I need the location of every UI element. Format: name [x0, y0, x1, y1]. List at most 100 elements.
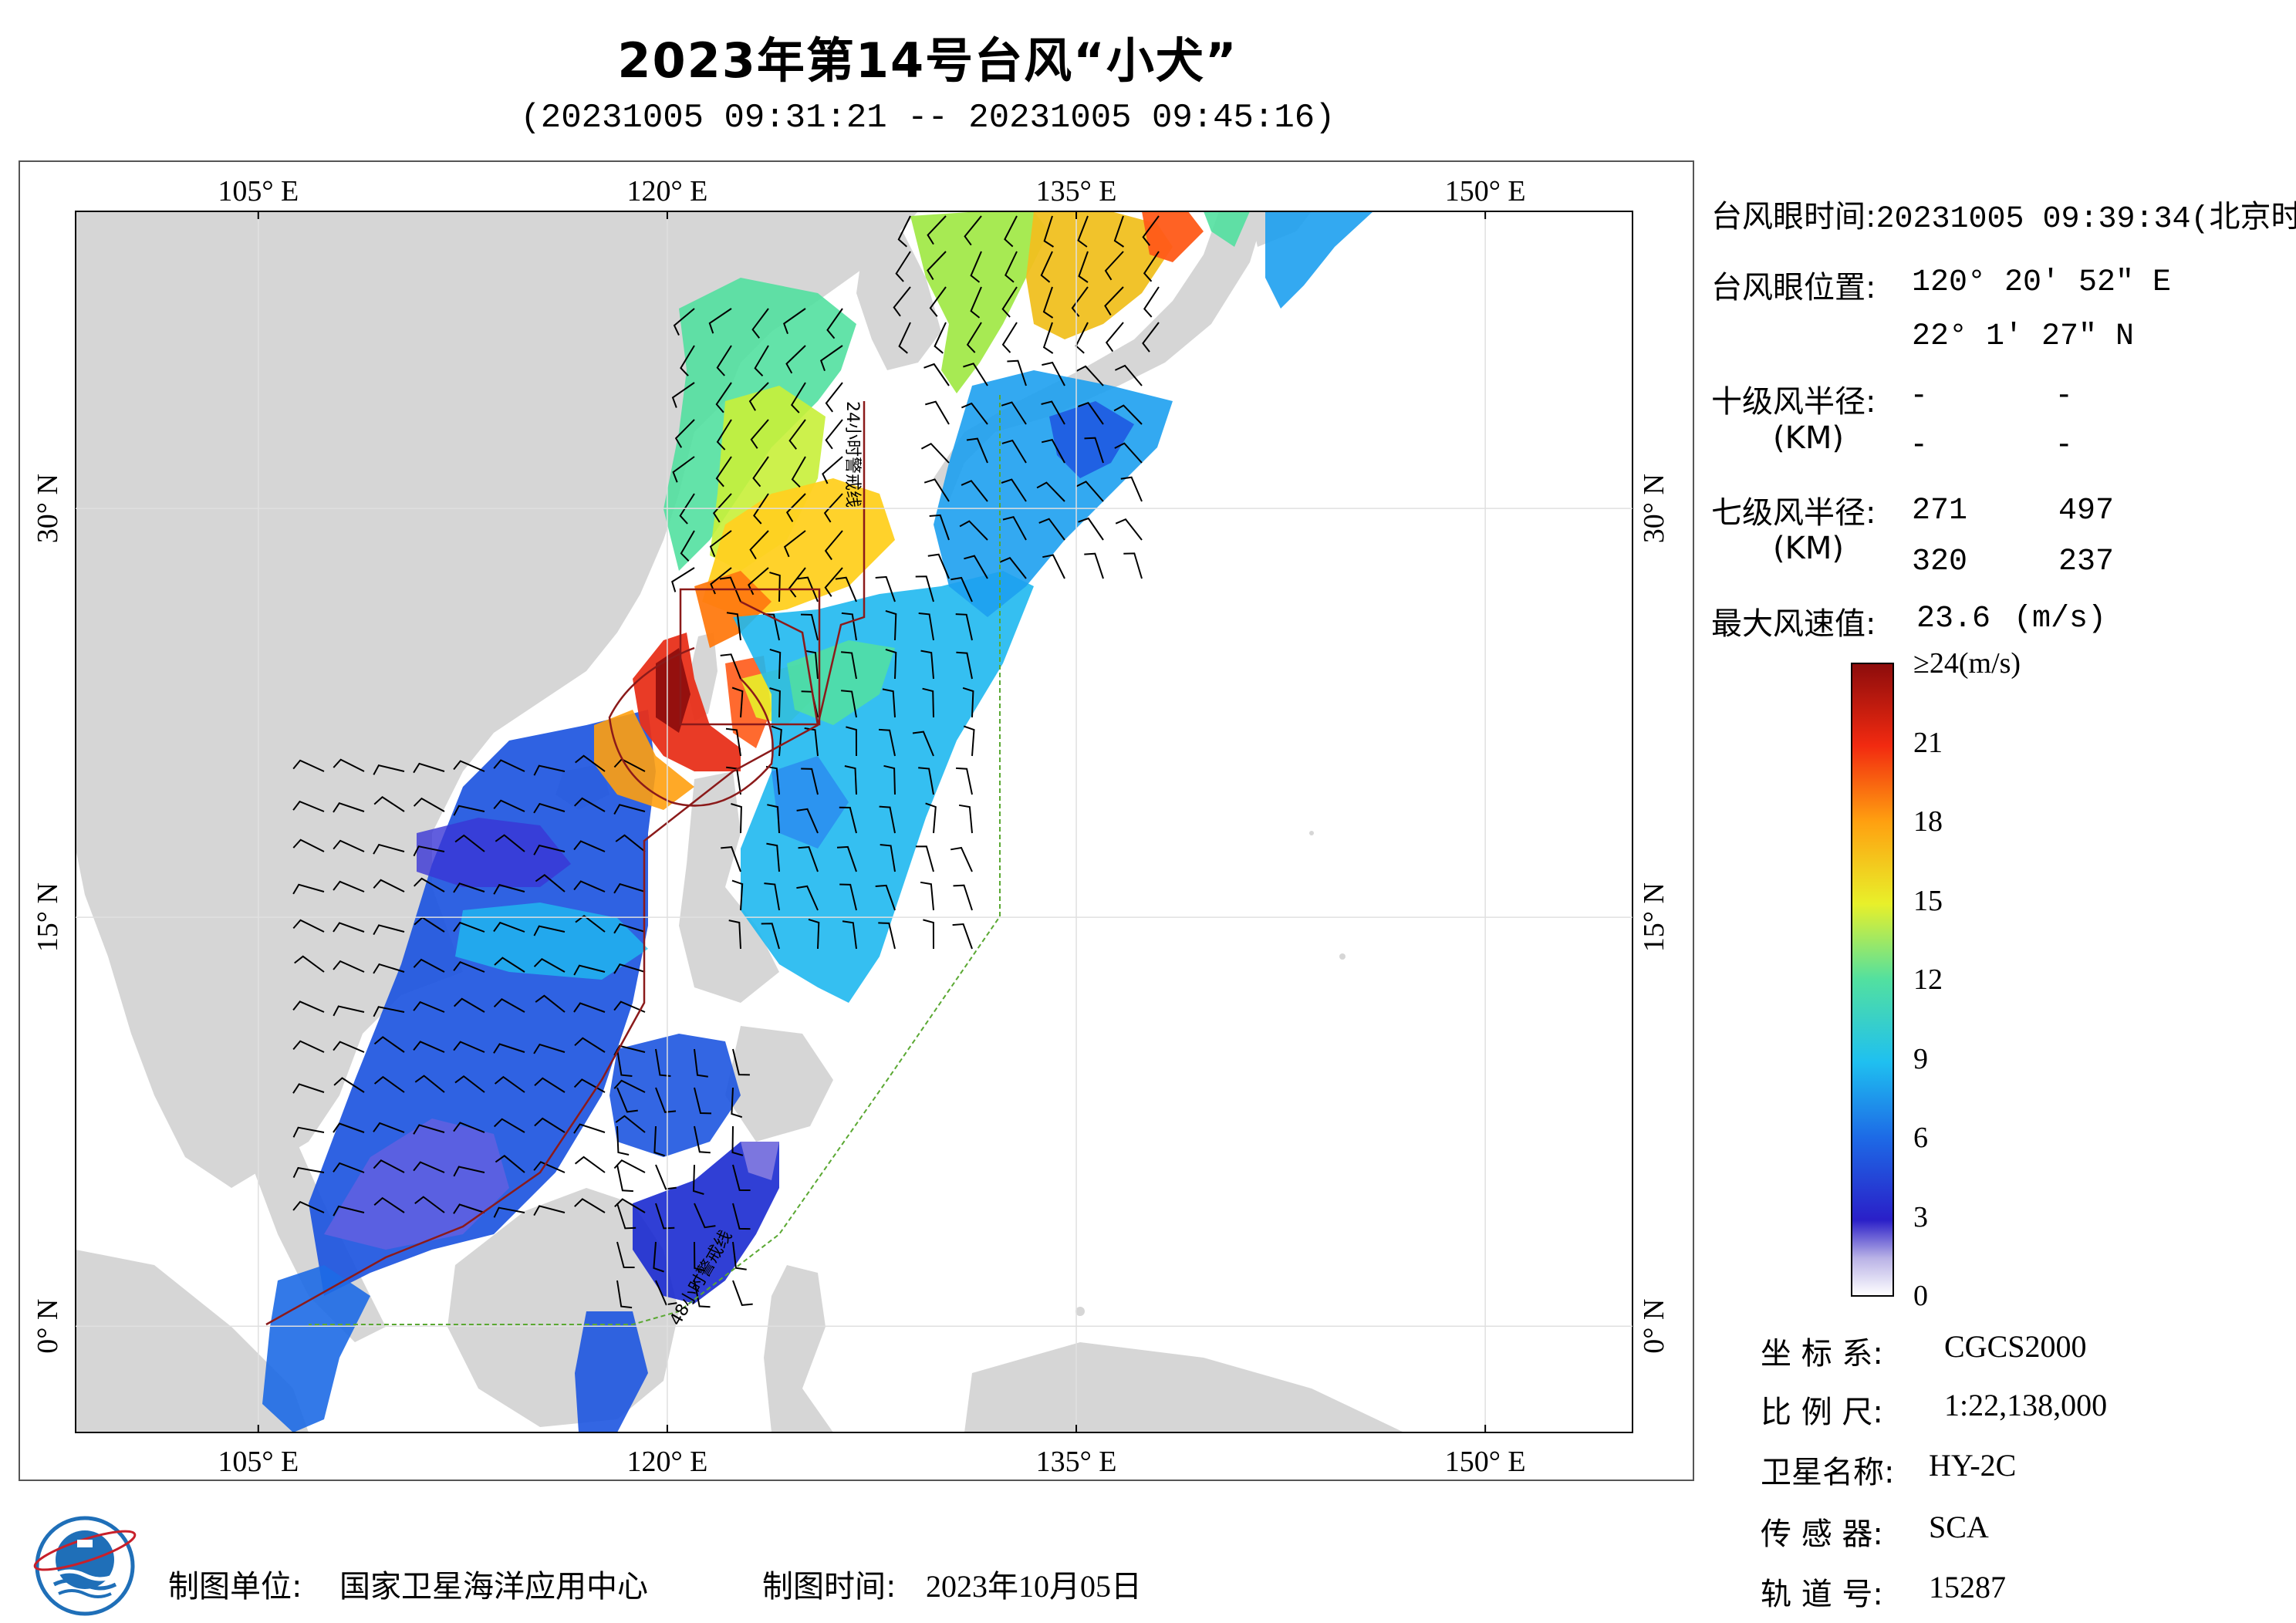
wind-barb — [970, 251, 982, 283]
wind-barb — [373, 1196, 405, 1213]
wind-barb — [915, 575, 934, 602]
wind-barb — [454, 834, 485, 852]
wind-barb — [923, 363, 950, 386]
colorbar-tick-label: 15 — [1913, 884, 1943, 917]
wind-barb — [959, 520, 988, 541]
wind-barb — [766, 842, 780, 872]
wind-barb — [1007, 359, 1027, 386]
wind-barb — [1113, 404, 1143, 425]
colorbar-tick-label: 6 — [1913, 1122, 1928, 1154]
wind-barb — [950, 846, 973, 872]
satellite-value-text: HY-2C — [1929, 1448, 2017, 1483]
lat-tick-label-right: 15° N — [1638, 882, 1670, 952]
wind-barb — [493, 1043, 525, 1054]
r7-v3: 320 — [1912, 545, 1968, 579]
wind-barb — [1001, 478, 1027, 502]
production-date-label: 制图时间: — [762, 1569, 896, 1604]
wind-barb — [493, 883, 525, 895]
wind-barb — [880, 844, 896, 872]
satellite-label: 卫星名称: — [1761, 1455, 1895, 1490]
wind-barb — [292, 919, 325, 933]
wind-barb — [710, 567, 732, 595]
wind-barb — [748, 382, 769, 411]
wind-barb — [615, 1115, 646, 1133]
wind-barb — [1004, 215, 1018, 248]
wind-barb — [671, 567, 695, 592]
producer-value: 国家卫星海洋应用中心 — [339, 1569, 648, 1604]
wind-barb — [846, 726, 857, 757]
wind-barb — [785, 493, 806, 522]
wind-barb — [796, 885, 819, 911]
wind-barb — [414, 1075, 445, 1093]
wind-barb — [708, 308, 732, 334]
wind-barb — [952, 923, 973, 950]
wind-barb — [534, 1077, 566, 1093]
max-wind-unit: (m/s) — [2014, 599, 2106, 636]
wind-barb — [966, 322, 982, 353]
wind-barb — [292, 1040, 325, 1053]
wind-barb — [823, 493, 843, 523]
wind-barb — [782, 308, 806, 335]
wind-barb — [616, 1241, 635, 1268]
wind-barb — [963, 363, 988, 386]
wind-barb — [574, 1037, 606, 1053]
wind-barb — [292, 759, 325, 772]
wind-barb — [694, 1280, 711, 1308]
wind-barb — [575, 914, 606, 933]
lon-tick-label-bottom: 105° E — [218, 1446, 299, 1478]
wind-barb — [655, 1164, 677, 1190]
wind-barb — [955, 613, 973, 641]
wind-barb — [897, 215, 911, 248]
wind-barb — [680, 345, 695, 376]
wind-barb — [767, 804, 780, 834]
lat-tick-label-left: 15° N — [32, 882, 64, 952]
wind-barb — [692, 1164, 704, 1195]
wind-barb — [533, 1161, 566, 1173]
wind-barb — [925, 400, 950, 425]
wind-barb — [292, 1000, 325, 1013]
wind-barb — [879, 805, 896, 834]
wind-barb — [879, 728, 896, 757]
wind-barb — [788, 419, 806, 450]
wind-barb — [454, 1075, 485, 1093]
colorbar-tick-label: 21 — [1913, 726, 1943, 759]
wind-barb — [573, 797, 606, 812]
wind-barb — [453, 1203, 485, 1214]
wind-barb — [824, 530, 843, 561]
wind-barb — [764, 882, 780, 911]
eye-lat: 22° 1′ 27″ N — [1912, 316, 2134, 354]
max-wind-unit-text: (m/s) — [2014, 602, 2107, 636]
wind-barb — [964, 555, 988, 579]
wind-barb — [769, 687, 781, 718]
wind-barb — [771, 725, 782, 757]
wind-barb — [535, 994, 566, 1013]
sensor-value: SCA — [1929, 1509, 1989, 1545]
wind-barb — [333, 1005, 365, 1017]
wind-barb — [333, 1162, 365, 1173]
wind-barb — [694, 1048, 708, 1078]
wind-barb — [413, 762, 445, 774]
wind-barb — [613, 963, 646, 974]
plot-border — [75, 211, 1633, 1433]
wind-barb — [1041, 438, 1065, 464]
lon-tick-label-top: 120° E — [626, 175, 707, 208]
wind-barb — [748, 567, 769, 596]
wind-barb — [1001, 439, 1027, 464]
orbit-label: 轨 道 号: — [1761, 1577, 1883, 1612]
wind-barb — [414, 1196, 445, 1213]
lon-tick-label-top: 105° E — [218, 175, 299, 208]
wind-barb — [453, 1122, 485, 1133]
wind-barb — [1075, 481, 1104, 502]
wind-barb — [709, 530, 732, 557]
wind-barb — [373, 924, 405, 936]
wind-barb — [493, 799, 525, 812]
wind-barb — [836, 845, 857, 872]
eye-time-value: 20231005 09:39:34(北京时) — [1876, 202, 2296, 237]
time-range: (20231005 09:31:21 -- 20231005 09:45:16) — [520, 99, 1335, 137]
wind-barb — [791, 456, 806, 488]
wind-barb — [655, 1280, 677, 1306]
wind-barb — [1077, 215, 1089, 248]
scale-value-text: 1:22,138,000 — [1944, 1388, 2108, 1422]
wind-barb — [844, 765, 857, 795]
